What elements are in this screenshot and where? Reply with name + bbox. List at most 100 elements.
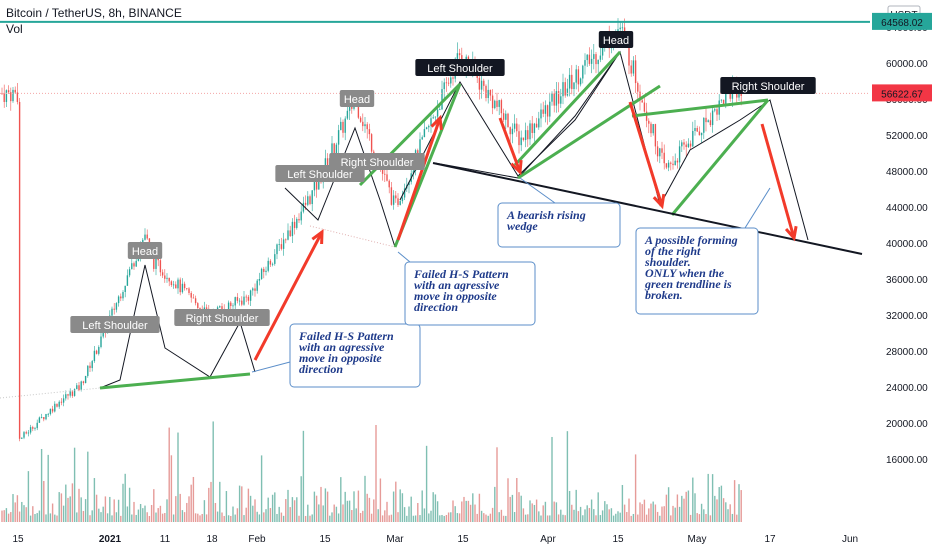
callout-text: A possible forming — [644, 233, 738, 247]
volume-bar — [412, 515, 415, 522]
volume-bar — [18, 511, 21, 522]
volume-indicator-label[interactable]: Vol — [6, 22, 23, 36]
price-tag-level[interactable]: 64568.02 — [872, 12, 932, 30]
candle-body — [67, 394, 69, 396]
label-bg — [329, 153, 425, 170]
label-right-shoulder-2[interactable]: Right Shoulder — [329, 153, 425, 170]
volume-bar — [379, 478, 382, 522]
neckline[interactable] — [432, 162, 863, 255]
label-text: Right Shoulder — [732, 81, 805, 93]
callout-text: direction — [414, 300, 458, 314]
volume-bar — [502, 515, 505, 522]
volume-bar — [98, 508, 100, 522]
label-head-1[interactable]: Head — [127, 242, 163, 259]
price-tag-current[interactable]: 56622.67 — [872, 84, 932, 102]
label-right-shoulder-3[interactable]: Right Shoulder — [720, 77, 816, 94]
volume-bar — [520, 495, 522, 522]
candle-body — [595, 54, 597, 65]
volume-bar — [342, 504, 344, 522]
volume-bar — [199, 515, 201, 522]
volume-bar — [175, 496, 177, 522]
hs-pattern-lines-2[interactable] — [284, 126, 396, 248]
candle-body — [395, 195, 397, 199]
candle-body — [388, 180, 390, 188]
candle-body — [12, 89, 14, 102]
candle-body — [579, 78, 582, 85]
volume-bar — [676, 494, 679, 522]
label-head-3[interactable]: Head — [598, 31, 634, 48]
volume-bar — [291, 497, 294, 522]
green-trendline-1[interactable] — [99, 372, 251, 390]
candle-body — [364, 124, 366, 127]
volume-bar — [533, 504, 536, 522]
green-trendline-7[interactable] — [670, 99, 770, 216]
label-bg — [415, 59, 505, 76]
red-arrow-down-1[interactable] — [498, 117, 523, 176]
candle-body — [10, 92, 12, 102]
callout-text: with an agressive — [414, 278, 500, 292]
volume-bar — [560, 509, 562, 522]
volume-bar — [733, 480, 736, 522]
volume-bar — [538, 511, 540, 522]
candle-body — [637, 83, 639, 92]
candle-body — [412, 170, 415, 174]
green-trendline-4[interactable] — [517, 84, 661, 180]
volume-bar — [111, 515, 113, 522]
callout-text: of the right — [645, 244, 701, 258]
volume-bar — [575, 489, 577, 522]
candle-body — [190, 292, 192, 298]
volume-bar — [555, 502, 558, 522]
candle-body — [659, 148, 661, 157]
volume-bar — [337, 513, 340, 522]
volume-bar — [621, 484, 624, 522]
volume-bar — [667, 487, 670, 522]
volume-bar — [65, 484, 67, 522]
volume-bar — [43, 480, 45, 522]
volume-bar — [164, 513, 166, 522]
volume-bar — [586, 505, 588, 522]
candle-body — [144, 234, 146, 240]
label-bg — [174, 309, 270, 326]
candle-body — [60, 401, 63, 403]
volume-bar — [461, 501, 463, 522]
volume-bar — [47, 454, 49, 522]
candle-body — [650, 123, 652, 134]
volume-bar — [386, 501, 388, 522]
callout-text: wedge — [507, 219, 538, 233]
volume-bar — [142, 508, 144, 522]
label-right-shoulder-1[interactable]: Right Shoulder — [174, 309, 270, 326]
hs-neck-lines[interactable] — [434, 51, 621, 179]
volume-bar — [663, 506, 665, 522]
volume-bar — [93, 478, 96, 522]
dotted-baseline — [309, 225, 396, 248]
red-arrow-down-2[interactable] — [628, 101, 666, 210]
volume-bar — [577, 511, 580, 522]
red-arrow-down-3[interactable] — [760, 123, 798, 242]
red-arrow-up-1[interactable] — [253, 228, 324, 361]
red-arrow-up-2[interactable] — [396, 114, 443, 241]
label-left-shoulder-1[interactable]: Left Shoulder — [70, 316, 160, 333]
candle-body — [639, 91, 641, 101]
green-trendline-6[interactable] — [631, 98, 769, 118]
x-tick-label: 15 — [12, 534, 24, 545]
candle-body — [309, 196, 311, 205]
label-left-shoulder-3[interactable]: Left Shoulder — [415, 59, 505, 76]
dotted-baseline — [0, 387, 101, 399]
x-tick-label: 15 — [457, 534, 469, 545]
volume-bar — [650, 503, 652, 522]
label-head-2[interactable]: Head — [339, 90, 375, 107]
x-tick-label: Apr — [540, 534, 556, 545]
hs-pattern-lines-3[interactable] — [399, 50, 809, 241]
candle-body — [676, 160, 679, 163]
volume-bar — [186, 502, 188, 522]
label-text: Head — [344, 94, 370, 106]
volume-bar — [546, 515, 549, 522]
green-trendline-5[interactable] — [513, 50, 622, 167]
